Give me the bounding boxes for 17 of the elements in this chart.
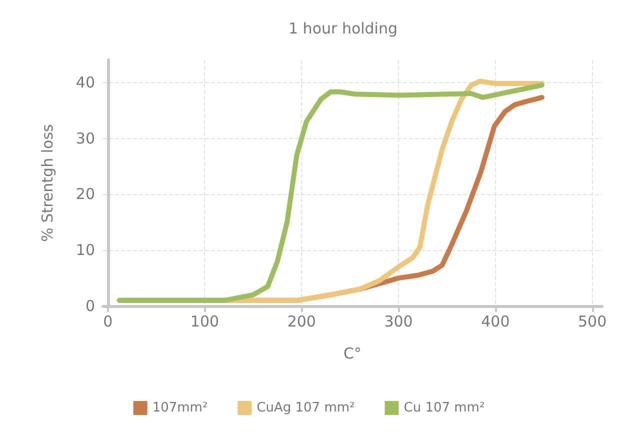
legend-label: CuAg 107 mm² <box>256 400 355 416</box>
x-tick-label: 0 <box>103 312 113 330</box>
chart-title: 1 hour holding <box>288 20 398 38</box>
x-axis-title: C° <box>344 344 362 362</box>
legend-label: Cu 107 mm² <box>404 400 485 416</box>
y-tick-label: 20 <box>76 185 95 204</box>
y-tick-label: 10 <box>76 241 95 260</box>
legend-label: 107mm² <box>152 400 208 416</box>
x-tick-label: 100 <box>190 312 220 330</box>
y-tick-label: 30 <box>76 129 95 148</box>
x-tick-label: 500 <box>578 312 607 330</box>
y-tick-label: 40 <box>76 73 95 92</box>
x-tick-label: 200 <box>287 312 316 330</box>
y-tick-label: 0 <box>85 297 95 315</box>
y-axis-title: % Strentgh loss <box>38 124 56 242</box>
x-tick-label: 300 <box>384 312 413 330</box>
x-tick-label: 400 <box>481 312 510 330</box>
